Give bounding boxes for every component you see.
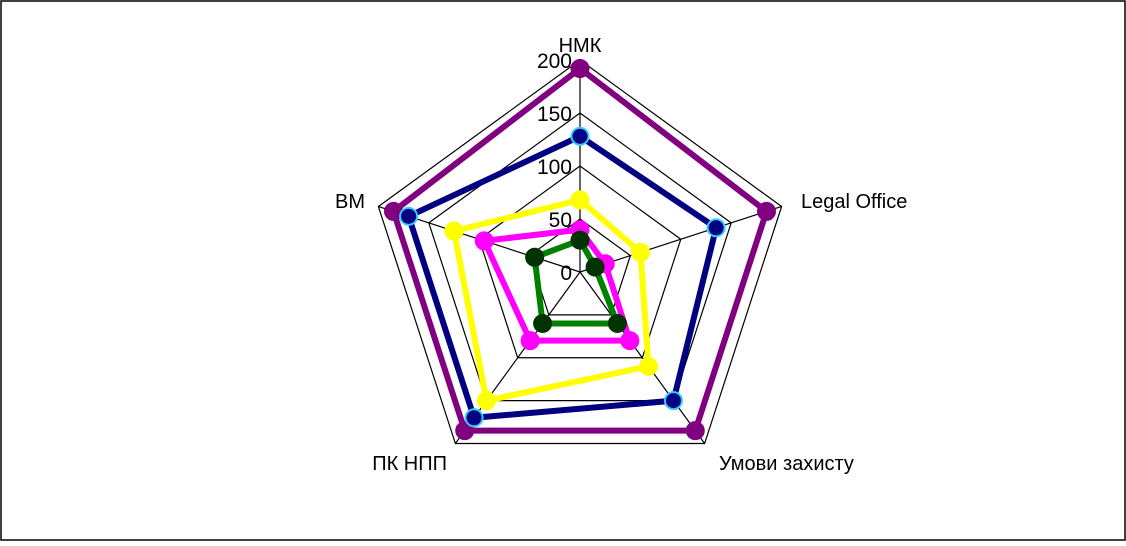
series-5-point-3 xyxy=(607,313,627,333)
series-2-point-4 xyxy=(464,408,484,428)
series-4 xyxy=(474,220,640,351)
grid-ring-3 xyxy=(428,112,732,402)
radar-series xyxy=(383,58,777,441)
series-1-point-2 xyxy=(757,201,777,221)
series-4-point-5 xyxy=(474,231,494,251)
series-3 xyxy=(444,190,659,411)
tick-label-150: 150 xyxy=(537,103,572,126)
series-1-point-3 xyxy=(685,421,705,441)
series-1-point-4 xyxy=(455,421,475,441)
axis-label-2: Legal Office xyxy=(801,191,907,213)
series-3-point-5 xyxy=(444,221,464,241)
series-1-point-1 xyxy=(570,58,590,78)
axis-label-4: ПК НПП xyxy=(372,453,447,475)
grid-ring-4 xyxy=(377,59,783,445)
series-1 xyxy=(383,58,777,441)
tick-label-100: 100 xyxy=(537,156,572,179)
tick-label-50: 50 xyxy=(549,209,572,232)
series-5 xyxy=(525,230,627,333)
series-2-point-2 xyxy=(706,218,726,238)
series-2-point-1 xyxy=(570,126,590,146)
series-5-point-2 xyxy=(585,257,605,277)
series-2-point-5 xyxy=(399,206,419,226)
tick-label-0: 0 xyxy=(560,262,572,285)
series-3-point-3 xyxy=(639,356,659,376)
axis-label-5: ВМ xyxy=(335,191,365,213)
series-5-point-4 xyxy=(533,313,553,333)
series-5-point-1 xyxy=(570,230,590,250)
axis-spoke-3 xyxy=(579,271,706,444)
series-2-point-3 xyxy=(663,391,683,411)
series-3-line xyxy=(450,196,652,405)
grid-ring-2 xyxy=(478,165,682,359)
series-2-line xyxy=(404,132,720,421)
series-3-point-2 xyxy=(630,242,650,262)
series-2 xyxy=(399,126,726,428)
series-4-point-3 xyxy=(620,331,640,351)
axis-label-3: Умови захисту xyxy=(719,453,854,475)
series-1-line xyxy=(389,64,771,434)
axis-label-1: НМК xyxy=(559,35,602,57)
series-3-point-1 xyxy=(570,190,590,210)
series-4-point-4 xyxy=(520,331,540,351)
tick-label-200: 200 xyxy=(537,50,572,73)
series-3-point-4 xyxy=(477,391,497,411)
series-5-point-5 xyxy=(525,247,545,267)
